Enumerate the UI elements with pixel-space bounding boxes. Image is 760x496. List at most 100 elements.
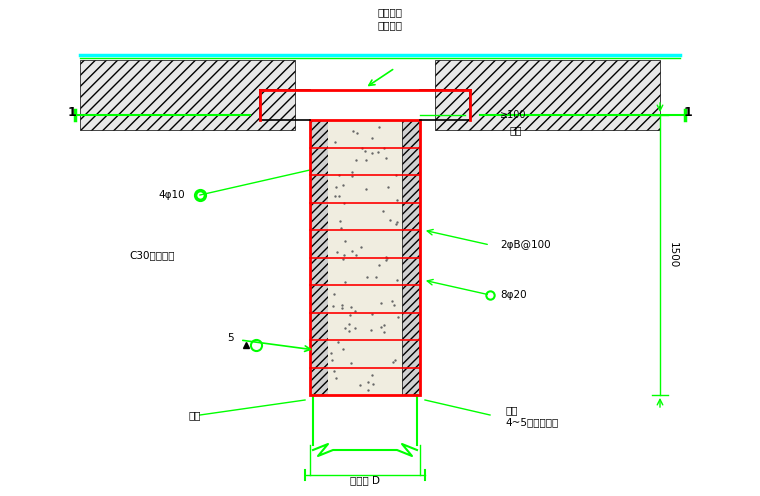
Point — [331, 338, 344, 346]
Point — [355, 243, 367, 251]
Point — [384, 217, 396, 225]
Point — [344, 311, 356, 319]
Point — [334, 224, 347, 232]
Point — [378, 207, 390, 215]
Point — [338, 199, 350, 207]
Point — [375, 299, 387, 307]
Point — [389, 356, 401, 364]
Polygon shape — [435, 60, 660, 130]
Point — [333, 171, 345, 179]
Point — [346, 168, 358, 176]
Text: 1500: 1500 — [668, 242, 678, 268]
Point — [380, 256, 392, 264]
Point — [326, 356, 338, 364]
Point — [350, 156, 363, 164]
Polygon shape — [80, 60, 295, 130]
Point — [337, 181, 350, 188]
Point — [337, 255, 350, 263]
Point — [360, 157, 372, 165]
Point — [378, 321, 391, 329]
Point — [386, 297, 398, 305]
Point — [366, 326, 378, 334]
Text: C30微膨胀土: C30微膨胀土 — [129, 250, 175, 260]
Point — [372, 148, 384, 156]
Point — [387, 359, 399, 367]
Text: 钢筋: 钢筋 — [510, 125, 523, 135]
Point — [330, 374, 342, 382]
Polygon shape — [310, 120, 328, 395]
Point — [388, 301, 400, 309]
Text: 4φ10: 4φ10 — [158, 190, 185, 200]
Point — [389, 171, 401, 179]
Point — [350, 324, 362, 332]
Point — [347, 126, 359, 134]
Point — [375, 323, 387, 331]
Point — [335, 305, 347, 312]
Point — [338, 278, 350, 286]
Point — [366, 149, 378, 157]
Point — [328, 290, 340, 298]
Point — [366, 134, 378, 142]
Point — [333, 192, 345, 200]
Point — [325, 349, 337, 357]
Point — [366, 371, 378, 379]
Polygon shape — [402, 120, 420, 395]
Point — [337, 345, 349, 353]
Text: 1: 1 — [68, 107, 76, 120]
Point — [343, 327, 355, 335]
Point — [346, 248, 358, 255]
Point — [366, 310, 378, 318]
Point — [360, 185, 372, 193]
Point — [328, 303, 340, 310]
Point — [391, 276, 403, 284]
Point — [346, 172, 358, 180]
Point — [378, 328, 390, 336]
Point — [340, 237, 352, 245]
Point — [373, 261, 385, 269]
Text: 2φB@100: 2φB@100 — [500, 240, 551, 250]
Text: 1: 1 — [684, 107, 692, 120]
Point — [391, 218, 403, 226]
Point — [359, 147, 371, 155]
Point — [329, 138, 341, 146]
Text: 托架: 托架 — [505, 405, 518, 415]
Text: 桩顶构造: 桩顶构造 — [378, 7, 403, 17]
Point — [382, 254, 394, 262]
Point — [337, 250, 350, 258]
Point — [362, 378, 374, 386]
Point — [362, 386, 374, 394]
Point — [345, 304, 357, 311]
Point — [335, 301, 347, 309]
Text: 另见详图: 另见详图 — [378, 20, 403, 30]
Point — [378, 144, 390, 152]
Point — [366, 379, 378, 387]
Point — [373, 123, 385, 131]
Point — [351, 129, 363, 137]
Point — [382, 184, 394, 191]
Point — [391, 196, 403, 204]
Point — [370, 273, 382, 281]
Point — [360, 273, 372, 281]
Point — [349, 307, 361, 315]
Point — [345, 359, 357, 367]
Text: 5: 5 — [226, 333, 233, 343]
Text: 8φ20: 8φ20 — [500, 290, 527, 300]
Point — [379, 253, 391, 261]
Point — [330, 183, 342, 191]
Point — [334, 217, 347, 225]
Point — [356, 144, 368, 152]
Point — [392, 313, 404, 321]
Polygon shape — [328, 120, 402, 395]
Point — [380, 154, 392, 162]
Text: 保护层 D: 保护层 D — [350, 475, 380, 485]
Text: 套管: 套管 — [188, 410, 201, 420]
Point — [329, 192, 341, 200]
Point — [344, 320, 356, 328]
Point — [354, 381, 366, 389]
Text: 4~5层螺旋钢板: 4~5层螺旋钢板 — [505, 417, 559, 427]
Point — [331, 248, 343, 256]
Text: ≥100: ≥100 — [500, 110, 527, 120]
Point — [328, 368, 340, 375]
Point — [390, 220, 402, 228]
Point — [338, 323, 350, 331]
